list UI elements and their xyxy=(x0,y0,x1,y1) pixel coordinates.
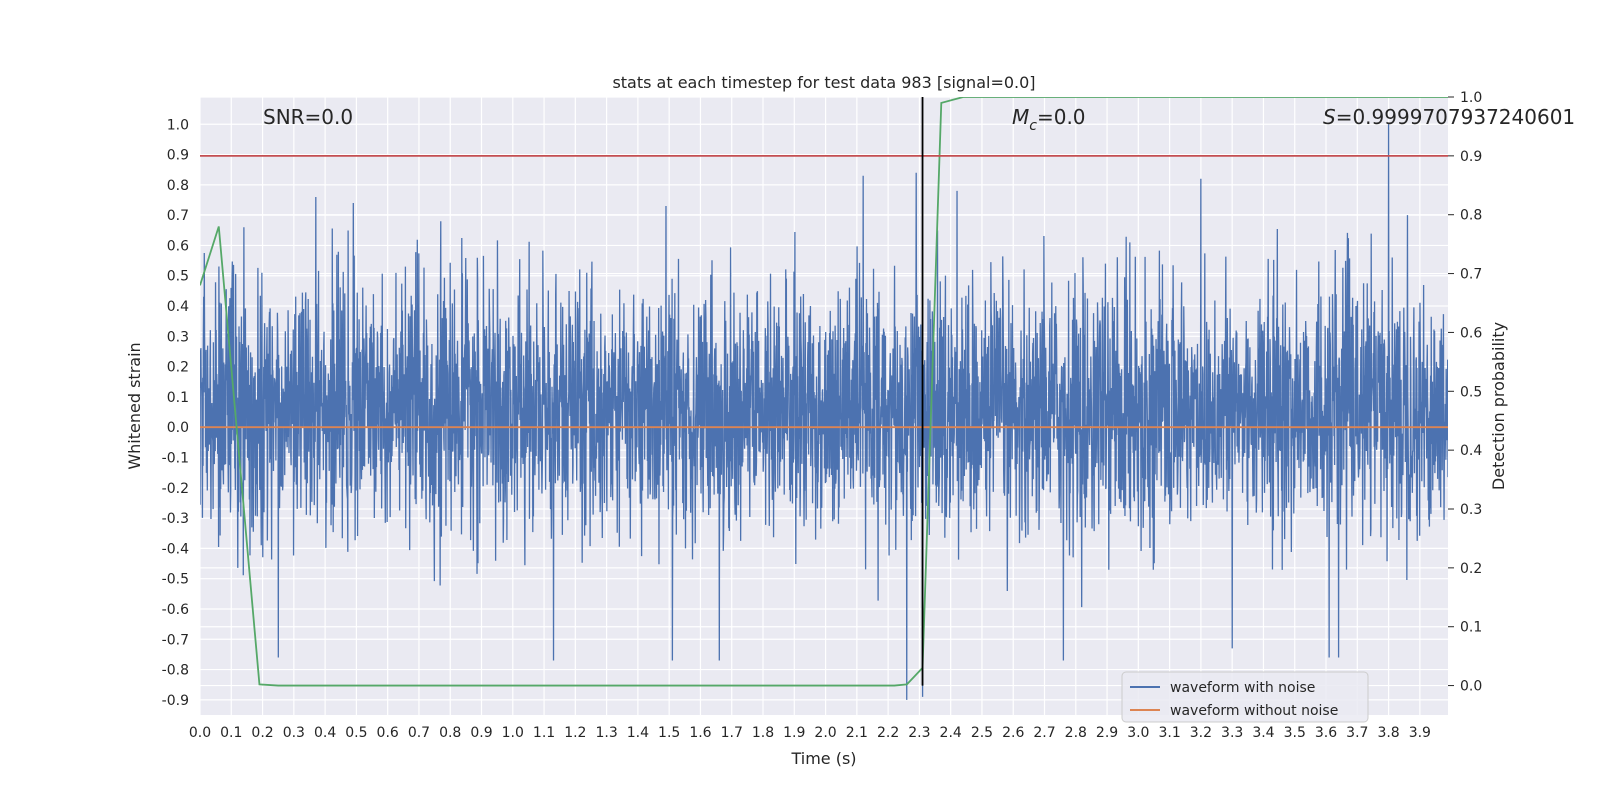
x-tick-label: 0.8 xyxy=(439,725,461,741)
snr-annotation: SNR=0.0 xyxy=(263,105,353,129)
x-tick-label: 0.7 xyxy=(408,725,430,741)
x-axis-label: Time (s) xyxy=(790,749,856,768)
y2-tick-label: 0.3 xyxy=(1460,502,1482,518)
x-tick-label: 2.4 xyxy=(940,725,962,741)
x-tick-label: 1.3 xyxy=(595,725,617,741)
y-tick-label: 0.8 xyxy=(167,178,189,194)
x-tick-label: 1.5 xyxy=(658,725,680,741)
x-tick-label: 2.1 xyxy=(846,725,868,741)
y-tick-label: 1.0 xyxy=(167,117,189,133)
legend-label: waveform with noise xyxy=(1170,680,1315,696)
chirp-mass-symbol: M xyxy=(1012,105,1029,129)
x-tick-label: 2.5 xyxy=(971,725,993,741)
y2-axis-label: Detection probability xyxy=(1489,322,1508,490)
series-detection-probability xyxy=(200,97,1448,687)
x-tick-label: 0.2 xyxy=(251,725,273,741)
y-tick-label: 0.5 xyxy=(167,269,189,285)
x-tick-label: 2.0 xyxy=(814,725,836,741)
x-tick-label: 3.1 xyxy=(1158,725,1180,741)
x-axis-ticks: 0.0 0.1 0.2 0.3 0.4 0.5 0.6 0.7 0.8 0.9 1.0 1.1 1.2 1… xyxy=(189,725,1431,741)
y-axis-ticks: -0.9 -0.8 -0.7 -0.6 -0.5 -0.4 -0.3 -0.2 -0.1 0.0 0… xyxy=(162,117,189,709)
x-tick-label: 2.2 xyxy=(877,725,899,741)
y-tick-label: -0.8 xyxy=(162,663,189,679)
x-tick-label: 0.4 xyxy=(314,725,336,741)
y-tick-label: 0.0 xyxy=(167,420,189,436)
x-tick-label: 3.6 xyxy=(1315,725,1337,741)
y2-tick-label: 0.2 xyxy=(1460,561,1482,577)
y2-tick-label: 0.5 xyxy=(1460,384,1482,400)
x-tick-label: 0.0 xyxy=(189,725,211,741)
x-tick-label: 0.1 xyxy=(220,725,242,741)
x-tick-label: 1.8 xyxy=(752,725,774,741)
x-tick-label: 3.2 xyxy=(1190,725,1212,741)
x-tick-label: 3.9 xyxy=(1409,725,1431,741)
y-tick-label: -0.1 xyxy=(162,451,189,467)
chirp-mass-annotation: Mc=0.0 xyxy=(1012,105,1086,134)
y2-tick-label: 0.9 xyxy=(1460,149,1482,165)
x-tick-label: 0.3 xyxy=(283,725,305,741)
series-waveform-with-noise xyxy=(200,124,1448,700)
x-tick-label: 3.8 xyxy=(1377,725,1399,741)
y-tick-label: -0.2 xyxy=(162,481,189,497)
y2-axis-ticks: 0.0 0.1 0.2 0.3 0.4 0.5 0.6 0.7 0.8 0.9 1.0 xyxy=(1448,90,1482,695)
y2-tick-label: 0.7 xyxy=(1460,267,1482,283)
y-tick-label: -0.5 xyxy=(162,572,189,588)
y2-tick-label: 0.6 xyxy=(1460,325,1482,341)
x-tick-label: 1.7 xyxy=(721,725,743,741)
x-tick-label: 2.9 xyxy=(1096,725,1118,741)
y2-tick-label: 1.0 xyxy=(1460,90,1482,106)
x-tick-label: 2.8 xyxy=(1065,725,1087,741)
x-tick-label: 3.4 xyxy=(1252,725,1274,741)
y-tick-label: -0.7 xyxy=(162,632,189,648)
y-tick-label: 0.3 xyxy=(167,329,189,345)
y-axis-label: Whitened strain xyxy=(125,342,144,469)
y-tick-label: 0.2 xyxy=(167,360,189,376)
x-tick-label: 1.4 xyxy=(627,725,649,741)
y-tick-label: -0.4 xyxy=(162,541,189,557)
legend: waveform with noise waveform without nois… xyxy=(1121,671,1369,723)
chirp-mass-subscript: c xyxy=(1029,118,1037,134)
x-tick-label: 1.1 xyxy=(533,725,555,741)
y2-tick-label: 0.8 xyxy=(1460,208,1482,224)
legend-label: waveform without noise xyxy=(1170,703,1338,719)
y-tick-label: -0.3 xyxy=(162,511,189,527)
x-tick-label: 3.5 xyxy=(1284,725,1306,741)
x-tick-label: 3.3 xyxy=(1221,725,1243,741)
x-tick-label: 0.6 xyxy=(377,725,399,741)
y-tick-label: 0.4 xyxy=(167,299,189,315)
x-tick-label: 1.0 xyxy=(502,725,524,741)
x-tick-label: 2.6 xyxy=(1002,725,1024,741)
x-tick-label: 3.0 xyxy=(1127,725,1149,741)
series-layer xyxy=(200,97,1448,700)
x-tick-label: 1.9 xyxy=(783,725,805,741)
x-tick-label: 1.6 xyxy=(689,725,711,741)
y-tick-label: 0.6 xyxy=(167,238,189,254)
y-tick-label: 0.1 xyxy=(167,390,189,406)
y2-tick-label: 0.1 xyxy=(1460,620,1482,636)
y-tick-label: 0.9 xyxy=(167,148,189,164)
chirp-mass-value: =0.0 xyxy=(1037,105,1086,129)
statistic-value: =0.9999707937240601 xyxy=(1336,105,1575,129)
legend-box xyxy=(1121,671,1369,723)
x-tick-label: 2.7 xyxy=(1033,725,1055,741)
statistic-annotation: S=0.9999707937240601 xyxy=(1323,105,1575,129)
x-tick-label: 1.2 xyxy=(564,725,586,741)
y-tick-label: -0.6 xyxy=(162,602,189,618)
x-tick-label: 2.3 xyxy=(908,725,930,741)
chart-title: stats at each timestep for test data 983… xyxy=(612,73,1035,92)
statistic-symbol: S xyxy=(1323,105,1336,129)
y2-tick-label: 0.0 xyxy=(1460,679,1482,695)
x-tick-label: 3.7 xyxy=(1346,725,1368,741)
y2-tick-label: 0.4 xyxy=(1460,443,1482,459)
x-tick-label: 0.9 xyxy=(470,725,492,741)
y-tick-label: -0.9 xyxy=(162,693,189,709)
x-tick-label: 0.5 xyxy=(345,725,367,741)
y-tick-label: 0.7 xyxy=(167,208,189,224)
